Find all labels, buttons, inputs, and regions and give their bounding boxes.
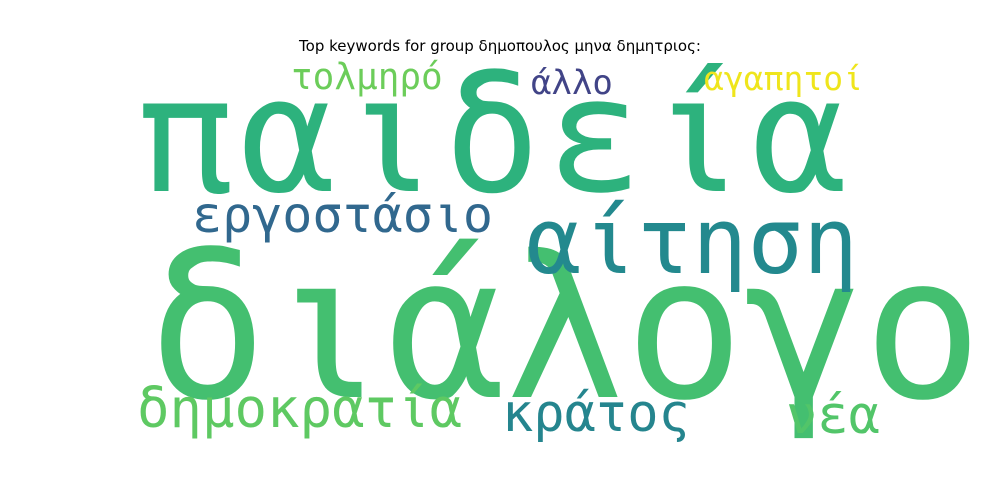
page-title: Top keywords for group δημοπουλος μηνα δ… <box>299 37 701 55</box>
word-aitisi: αίτηση <box>526 188 859 295</box>
word-ergostasio: εργοστάσιο <box>192 186 494 244</box>
word-paideia: παιδεία <box>137 42 854 229</box>
word-dimokratia: δημοκρατία <box>137 377 463 440</box>
word-agapitoi: αγαπητοί <box>704 59 863 98</box>
word-allo: άλλο <box>531 63 613 103</box>
word-nea: νέα <box>786 386 880 446</box>
word-kratos: κράτος <box>502 384 690 444</box>
word-dialogo: διάλογο <box>148 213 983 444</box>
word-tolmiro: τολμηρό <box>291 57 443 98</box>
